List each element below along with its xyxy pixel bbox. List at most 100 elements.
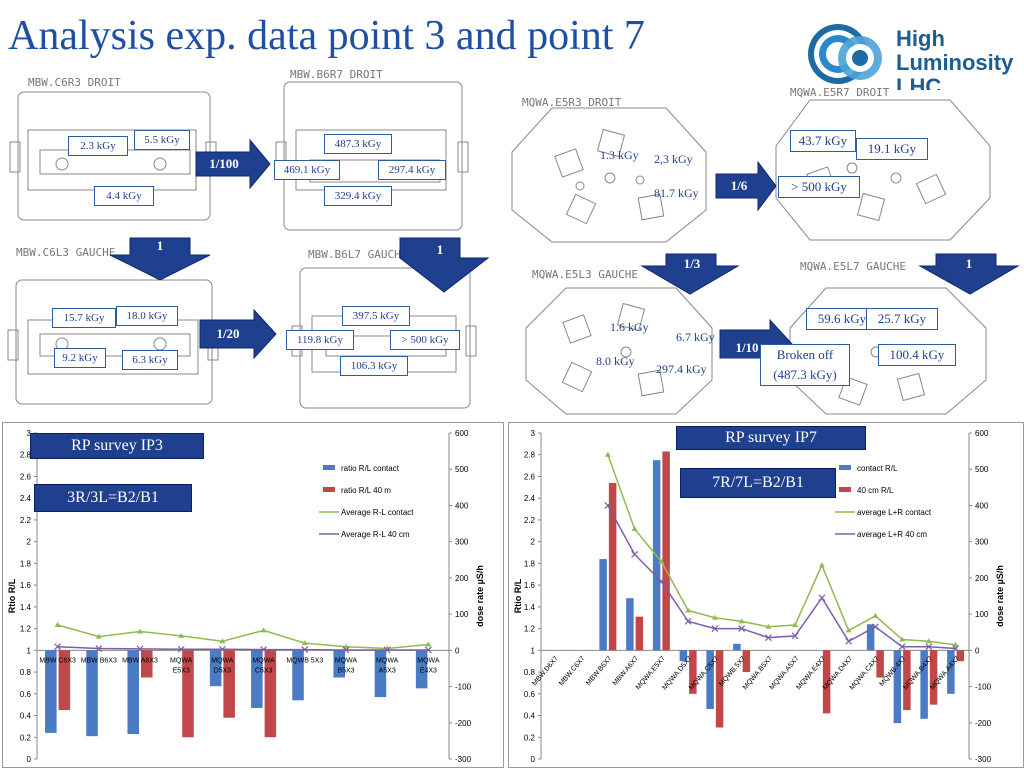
x-tick-label: MBW.A6X7 xyxy=(612,655,640,687)
y2-tick-label: 300 xyxy=(455,538,469,547)
y-tick-label: 0.2 xyxy=(524,733,536,742)
dose-label: 43.7 kGy xyxy=(790,130,856,152)
series-point xyxy=(685,607,692,613)
y-tick-label: 0.4 xyxy=(20,712,32,721)
dose-label: 1.6 kGy xyxy=(610,320,649,334)
arrow-down-icon xyxy=(399,237,490,293)
chart-bar xyxy=(209,650,222,687)
chart-bar xyxy=(333,650,345,678)
series-point xyxy=(54,621,61,627)
dose-label: 19.1 kGy xyxy=(856,138,928,160)
arrow-down-icon xyxy=(109,237,211,281)
dose-label: (487.3 kGy) xyxy=(773,367,837,382)
series-point xyxy=(301,646,309,654)
ratio-label: 1/10 xyxy=(722,338,772,358)
machine-label: MQWA.E5L3 GAUCHE xyxy=(532,268,638,281)
chart-bar xyxy=(127,650,139,735)
chart-bar xyxy=(662,451,670,651)
y2-tick-label: 500 xyxy=(455,465,469,474)
arrow-down-icon xyxy=(918,253,1020,295)
dose-label: 119.8 kGy xyxy=(286,330,354,350)
ratio-ip7-label: 7R/7L=B2/B1 xyxy=(680,468,836,498)
y-tick-label: 2 xyxy=(531,538,536,547)
chart-bar xyxy=(415,650,428,689)
y2-tick-label: 300 xyxy=(975,538,989,547)
x-tick-label: D5X3 xyxy=(214,667,232,674)
series-point xyxy=(260,627,267,633)
survey-ip3-label: RP survey IP3 xyxy=(30,433,204,459)
ratio-label: 1/20 xyxy=(202,324,254,344)
series-point xyxy=(711,625,719,633)
x-tick-label: B5X3 xyxy=(337,667,354,674)
chart-ip7: 0 0.2 0.4 0.6 0.8 1 1.2 1.4 1.6 1.8 2 2.2 2.4 2.6 2.8 3… xyxy=(508,422,1024,768)
x-tick-label: E4X3 xyxy=(420,667,437,674)
x-tick-label: MBW C6X3 xyxy=(39,657,76,664)
x-tick-label: A5X3 xyxy=(379,667,396,674)
x-tick-label: MQWA xyxy=(335,657,358,664)
y2-tick-label: -300 xyxy=(455,755,472,764)
y-tick-label: 2.8 xyxy=(524,451,536,460)
series-point xyxy=(260,646,268,654)
series-point xyxy=(177,645,185,653)
dose-label: 100.4 kGy xyxy=(878,344,956,366)
chart-bar xyxy=(45,650,57,733)
y-tick-label: 0.4 xyxy=(524,712,536,721)
y-tick-label: 0 xyxy=(27,755,32,764)
chart-bar xyxy=(956,650,965,662)
series-point xyxy=(684,617,692,625)
dose-label: 487.3 kGy xyxy=(324,134,392,154)
series-point xyxy=(845,637,853,645)
chart-bar xyxy=(251,650,263,708)
series-point xyxy=(631,525,638,531)
chart-ip7-svg: 0 0.2 0.4 0.6 0.8 1 1.2 1.4 1.6 1.8 2 2.2 2.4 2.6 2.8 3… xyxy=(513,429,1005,764)
series-point xyxy=(657,578,665,585)
y2-tick-label: -100 xyxy=(975,683,992,692)
chart-bar xyxy=(903,650,911,711)
chart-bar xyxy=(733,643,741,651)
series-point xyxy=(301,640,308,646)
chart-bar xyxy=(374,650,387,698)
series-point xyxy=(898,643,906,651)
survey-ip7-label: RP survey IP7 xyxy=(676,426,866,450)
x-tick-label: MQWA xyxy=(252,657,275,664)
series-point xyxy=(137,628,143,634)
series-point xyxy=(925,643,933,651)
dose-label: 25.7 kGy xyxy=(866,308,938,330)
x-tick-label: MBW B6X3 xyxy=(81,657,117,664)
y2-tick-label: -200 xyxy=(455,719,472,728)
dose-label: 329.4 kGy xyxy=(324,186,392,206)
y-tick-label: 0.6 xyxy=(20,690,32,699)
series-point xyxy=(925,638,932,644)
y2-tick-label: 600 xyxy=(975,429,989,438)
chart-bar xyxy=(876,650,884,678)
y-tick-label: 2.6 xyxy=(20,472,32,481)
series-point xyxy=(765,623,772,629)
series-point xyxy=(738,618,745,624)
y-tick-label: 1.6 xyxy=(20,581,32,590)
legend-label: average L+R 40 cm xyxy=(857,530,927,539)
y2-tick-label: 100 xyxy=(455,610,469,619)
y-axis-title: Rtio R/L xyxy=(7,578,17,613)
dose-label: 15.7 kGy xyxy=(52,308,116,328)
y-tick-label: 1 xyxy=(531,646,536,655)
hl-lhc-logo: High Luminosity LHC xyxy=(800,14,1022,90)
y2-tick-label: 600 xyxy=(455,429,469,438)
machine-label: MBW.C6R3 DROIT xyxy=(28,76,121,89)
x-tick-label: MQWA xyxy=(170,657,193,664)
y-tick-label: 1.6 xyxy=(524,581,536,590)
series-point xyxy=(136,645,144,653)
series-point xyxy=(178,632,185,638)
series-point xyxy=(738,625,746,633)
dose-label: > 500 kGy xyxy=(778,176,860,198)
ratio-ip3-label: 3R/3L=B2/B1 xyxy=(34,484,192,512)
machine-label: MQWA.E5R7 DROIT xyxy=(790,86,890,99)
dose-label: 9.2 kGy xyxy=(54,348,106,368)
chart-bar xyxy=(947,650,955,694)
dose-label: 81.7 kGy xyxy=(654,186,699,200)
chart-bar xyxy=(599,559,607,651)
chart-bar xyxy=(182,650,194,738)
chart-bar xyxy=(715,650,724,728)
legend-swatch xyxy=(323,487,335,492)
y-tick-label: 0.2 xyxy=(20,733,32,742)
arrow-down-icon xyxy=(640,253,740,295)
